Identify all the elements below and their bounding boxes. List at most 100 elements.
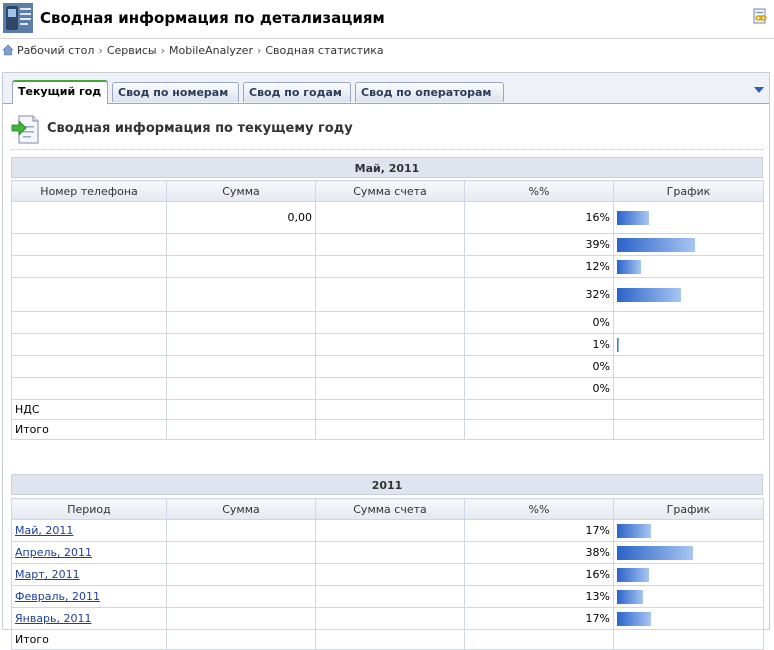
percent-cell: 16% bbox=[464, 201, 614, 234]
bill-sum-cell bbox=[315, 585, 465, 608]
percent-cell: 17% bbox=[464, 607, 614, 630]
phone-cell: НДС bbox=[11, 399, 167, 420]
bill-sum-cell bbox=[315, 519, 465, 542]
percent-cell: 0% bbox=[464, 311, 614, 334]
tab-current-year[interactable]: Текущий год bbox=[12, 80, 108, 104]
graph-cell bbox=[613, 377, 764, 400]
percent-bar bbox=[617, 545, 693, 560]
table-row: НДС bbox=[11, 399, 764, 420]
home-icon[interactable] bbox=[2, 44, 14, 56]
tab-by-years[interactable]: Свод по годам bbox=[243, 82, 351, 102]
page-header: Сводная информация по детализациям bbox=[0, 0, 774, 39]
green-arrow-document-icon bbox=[11, 115, 39, 144]
sum-cell bbox=[166, 399, 316, 420]
table-row: Итого bbox=[11, 419, 764, 440]
tab-strip: Текущий год Свод по номерам Свод по года… bbox=[3, 73, 769, 104]
col-bill-sum[interactable]: Сумма счета bbox=[315, 498, 465, 520]
graph-cell bbox=[613, 399, 764, 420]
month-summary-table: Номер телефона Сумма Сумма счета %% Граф… bbox=[11, 180, 764, 440]
percent-bar bbox=[617, 611, 651, 626]
bill-sum-cell bbox=[315, 355, 465, 378]
period-link[interactable]: Апрель, 2011 bbox=[15, 546, 92, 559]
col-period[interactable]: Период bbox=[11, 498, 167, 520]
sum-cell bbox=[166, 585, 316, 608]
sum-cell bbox=[166, 233, 316, 256]
bill-sum-cell bbox=[315, 541, 465, 564]
phone-detail-icon bbox=[3, 3, 33, 33]
table-row: Февраль, 2011 13% bbox=[11, 585, 764, 608]
phone-cell bbox=[11, 277, 167, 312]
table-row: Итого bbox=[11, 629, 764, 650]
period-cell: Апрель, 2011 bbox=[11, 541, 167, 564]
period-cell: Март, 2011 bbox=[11, 563, 167, 586]
section-title: Сводная информация по текущему году bbox=[47, 121, 353, 136]
col-graph[interactable]: График bbox=[613, 180, 764, 202]
table-row: 12% bbox=[11, 255, 764, 278]
col-sum[interactable]: Сумма bbox=[166, 498, 316, 520]
col-sum[interactable]: Сумма bbox=[166, 180, 316, 202]
bill-sum-cell bbox=[315, 399, 465, 420]
percent-cell: 32% bbox=[464, 277, 614, 312]
sum-cell bbox=[166, 333, 316, 356]
graph-cell bbox=[613, 563, 764, 586]
percent-cell: 38% bbox=[464, 541, 614, 564]
col-percent[interactable]: %% bbox=[464, 180, 614, 202]
period-link[interactable]: Март, 2011 bbox=[15, 568, 80, 581]
col-phone-number[interactable]: Номер телефона bbox=[11, 180, 167, 202]
percent-cell: 13% bbox=[464, 585, 614, 608]
sum-cell bbox=[166, 519, 316, 542]
percent-cell bbox=[464, 629, 614, 650]
percent-cell bbox=[464, 419, 614, 440]
graph-cell bbox=[613, 233, 764, 256]
percent-bar bbox=[617, 259, 641, 274]
phone-cell: Итого bbox=[11, 419, 167, 440]
bill-sum-cell bbox=[315, 311, 465, 334]
table-row: 0% bbox=[11, 355, 764, 378]
period-cell: Май, 2011 bbox=[11, 519, 167, 542]
period-link[interactable]: Февраль, 2011 bbox=[15, 590, 100, 603]
col-percent[interactable]: %% bbox=[464, 498, 614, 520]
sum-cell bbox=[166, 255, 316, 278]
tab-by-operators[interactable]: Свод по операторам bbox=[355, 82, 504, 102]
phone-cell bbox=[11, 233, 167, 256]
percent-bar bbox=[617, 237, 695, 252]
bill-sum-cell bbox=[315, 607, 465, 630]
table-header-row: Номер телефона Сумма Сумма счета %% Граф… bbox=[11, 180, 764, 202]
bill-sum-cell bbox=[315, 233, 465, 256]
tab-content: Сводная информация по текущему году Май,… bbox=[3, 104, 769, 650]
link-icon[interactable] bbox=[752, 8, 768, 24]
tab-by-numbers[interactable]: Свод по номерам bbox=[112, 82, 239, 102]
bill-sum-cell bbox=[315, 255, 465, 278]
phone-cell bbox=[11, 333, 167, 356]
breadcrumb-separator: › bbox=[98, 43, 103, 57]
graph-cell bbox=[613, 585, 764, 608]
breadcrumb-mobileanalyzer[interactable]: MobileAnalyzer bbox=[169, 43, 253, 57]
graph-cell bbox=[613, 333, 764, 356]
period-cell: Февраль, 2011 bbox=[11, 585, 167, 608]
col-bill-sum[interactable]: Сумма счета bbox=[315, 180, 465, 202]
sum-cell: 0,00 bbox=[166, 201, 316, 234]
breadcrumb: Рабочий стол › Сервисы › MobileAnalyzer … bbox=[2, 42, 384, 58]
percent-cell: 1% bbox=[464, 333, 614, 356]
phone-cell bbox=[11, 355, 167, 378]
period-cell: Январь, 2011 bbox=[11, 607, 167, 630]
graph-cell bbox=[613, 277, 764, 312]
percent-bar bbox=[617, 567, 649, 582]
tab-menu-icon[interactable] bbox=[753, 85, 765, 95]
percent-bar bbox=[617, 589, 643, 604]
phone-cell bbox=[11, 201, 167, 234]
phone-cell bbox=[11, 311, 167, 334]
breadcrumb-services[interactable]: Сервисы bbox=[106, 43, 157, 57]
sum-cell bbox=[166, 607, 316, 630]
table-row: Март, 2011 16% bbox=[11, 563, 764, 586]
table-row: Январь, 2011 17% bbox=[11, 607, 764, 630]
col-graph[interactable]: График bbox=[613, 498, 764, 520]
table-header-row: Период Сумма Сумма счета %% График bbox=[11, 498, 764, 520]
breadcrumb-desktop[interactable]: Рабочий стол bbox=[17, 43, 95, 57]
table-row: 39% bbox=[11, 233, 764, 256]
sum-cell bbox=[166, 377, 316, 400]
period-link[interactable]: Май, 2011 bbox=[15, 524, 74, 537]
period-link[interactable]: Январь, 2011 bbox=[15, 612, 92, 625]
sum-cell bbox=[166, 629, 316, 650]
table-row: 1% bbox=[11, 333, 764, 356]
